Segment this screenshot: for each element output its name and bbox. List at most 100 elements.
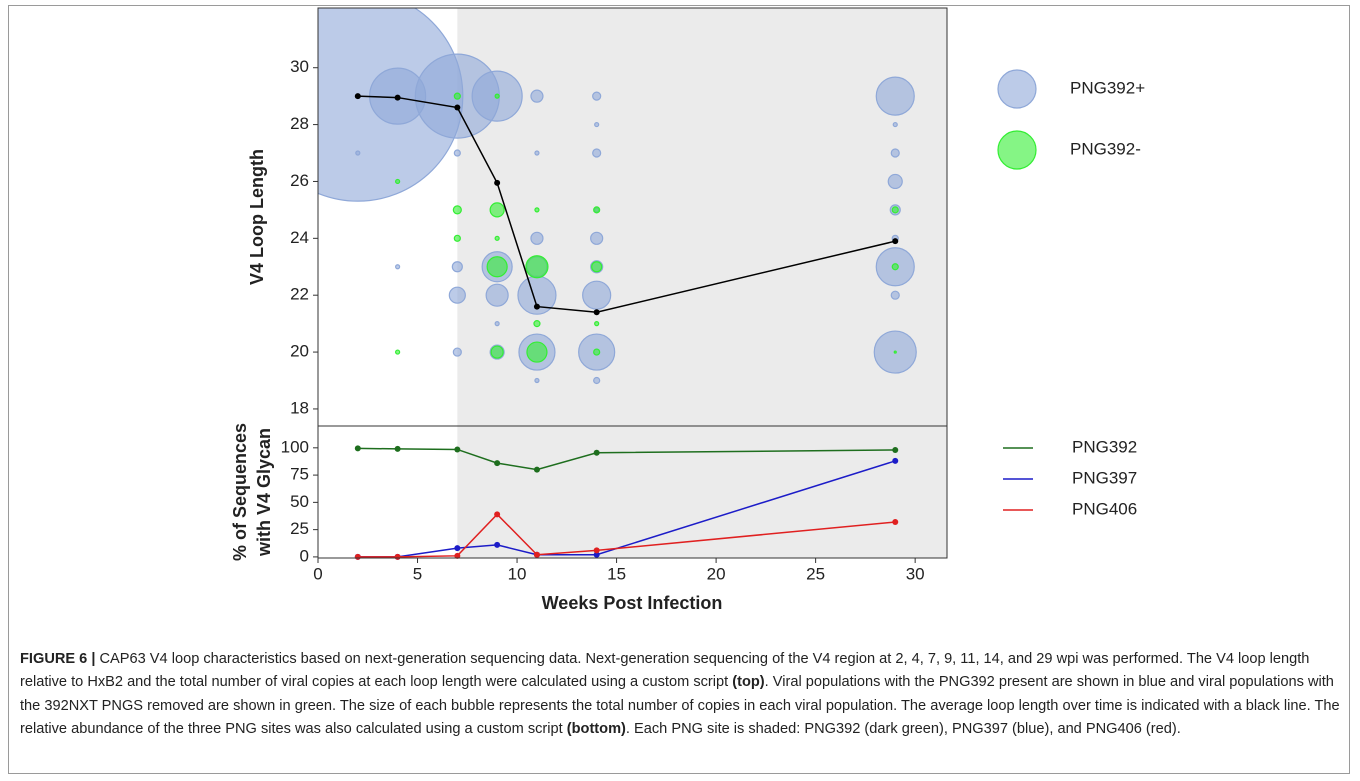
bubble <box>494 321 500 327</box>
legend-label: PNG397 <box>1072 468 1137 487</box>
legend-label: PNG392- <box>1070 139 1141 158</box>
point <box>892 457 899 464</box>
bubble <box>525 255 549 279</box>
legend-label: PNG392+ <box>1070 78 1145 97</box>
mean-point <box>593 309 600 316</box>
point <box>454 446 461 453</box>
bubble <box>593 206 601 214</box>
y-tick-label: 26 <box>290 171 309 190</box>
chart: 18 20 22 24 26 28 30 PNG392+ PNG392- V4 Loop Leng… <box>230 7 1145 613</box>
bubble <box>453 92 461 100</box>
bubble <box>890 290 900 300</box>
bubble <box>490 345 504 359</box>
legend-label: PNG406 <box>1072 499 1137 518</box>
y-tick-label: 22 <box>290 285 309 304</box>
caption-text: . Each PNG site is shaded: PNG392 (dark … <box>625 720 1181 737</box>
caption-label: FIGURE 6 | <box>20 651 96 667</box>
y-tick-label: 28 <box>290 114 309 133</box>
bubble <box>451 261 463 273</box>
caption-emphasis: (top) <box>732 674 765 691</box>
y-tick-label: 50 <box>290 492 309 511</box>
y-axis-label: V4 Loop Length <box>247 149 267 285</box>
x-axis-label: Weeks Post Infection <box>542 593 723 613</box>
mean-point <box>394 94 401 101</box>
x-tick-label: 5 <box>413 564 422 583</box>
y-tick-label: 75 <box>290 465 309 484</box>
legend-label: PNG392 <box>1072 437 1137 456</box>
mean-point <box>454 104 461 111</box>
y-tick-label: 0 <box>300 546 309 565</box>
point <box>494 541 501 548</box>
y-tick-label: 100 <box>281 437 309 456</box>
bubble <box>355 150 361 156</box>
y-tick-label: 20 <box>290 342 309 361</box>
legend-marker <box>997 69 1037 109</box>
caption: FIGURE 6 | CAP63 V4 loop characteristics… <box>20 648 1342 741</box>
bubble <box>395 178 401 185</box>
bubble <box>453 149 461 157</box>
bubble <box>494 93 500 99</box>
figure-frame <box>8 5 1350 774</box>
bubble <box>533 320 541 328</box>
point <box>593 547 600 554</box>
caption-text: CAP63 V4 loop characteristics based on n… <box>20 651 1310 691</box>
mean-point <box>354 93 361 100</box>
bubble <box>486 256 508 278</box>
bubble <box>485 283 509 307</box>
mean-point <box>892 238 899 245</box>
y-tick-label: 25 <box>290 519 309 538</box>
y-tick-label: 18 <box>290 398 309 417</box>
bubble <box>594 121 600 128</box>
y-tick-label: 30 <box>290 57 309 76</box>
bubble <box>452 205 462 215</box>
point <box>394 553 401 560</box>
bubble <box>534 377 540 384</box>
point <box>354 553 361 560</box>
x-tick-label: 0 <box>313 564 322 583</box>
point <box>892 519 899 525</box>
y-axis-label: % of Sequences <box>230 423 250 561</box>
x-tick-label: 20 <box>707 564 726 583</box>
bubble <box>875 76 915 116</box>
point <box>892 447 899 453</box>
x-tick-label: 30 <box>906 564 925 583</box>
point <box>394 445 401 452</box>
bubble <box>582 280 612 310</box>
bubble <box>590 231 604 245</box>
x-tick-label: 10 <box>508 564 527 583</box>
bubble <box>526 341 548 363</box>
mean-point <box>533 303 540 310</box>
caption-emphasis: (bottom) <box>566 720 626 737</box>
bubble <box>887 173 903 190</box>
mean-point <box>494 179 501 186</box>
point <box>593 449 600 456</box>
plot-border <box>317 425 948 559</box>
bubble <box>892 121 898 128</box>
bubble <box>891 206 899 214</box>
bubble <box>489 202 505 218</box>
bubble <box>893 350 897 354</box>
point <box>454 552 461 559</box>
y-tick-label: 24 <box>290 228 309 247</box>
bubble <box>530 89 544 103</box>
bubble-layer <box>318 8 917 385</box>
bubble <box>395 349 401 355</box>
point <box>494 460 501 467</box>
y-axis-label: with V4 Glycan <box>254 428 274 557</box>
bubble <box>592 91 602 101</box>
point <box>593 551 600 558</box>
bubble <box>891 263 899 271</box>
bubble <box>494 235 500 241</box>
point <box>354 445 361 452</box>
bubble <box>594 321 600 327</box>
bubble <box>890 148 900 158</box>
x-tick-label: 25 <box>806 564 825 583</box>
bubble <box>593 376 601 385</box>
shaded-region <box>457 426 947 558</box>
bubble <box>593 348 601 356</box>
bubble <box>591 261 603 273</box>
point <box>454 545 461 552</box>
bubble <box>395 264 401 270</box>
bubble <box>530 231 544 245</box>
